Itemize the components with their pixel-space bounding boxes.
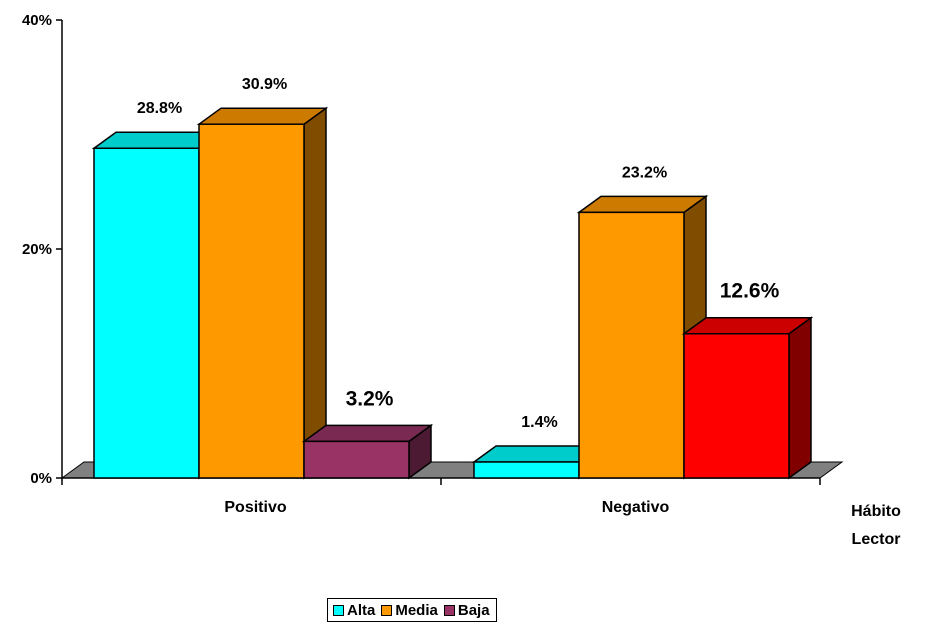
y-tick-label: 40% [22,12,52,29]
data-label: 28.8% [137,100,182,117]
x-axis-title: Hábito Lector [851,503,901,548]
x-tick-label: Positivo [224,499,286,516]
legend-item-baja: Baja [443,601,490,619]
bar-front [683,332,790,479]
bar-top [576,195,709,214]
bar-positivo-baja [301,423,434,480]
legend: Alta Media Baja [327,598,497,622]
legend-label-baja: Baja [457,601,490,619]
bar-positivo-media [196,106,329,480]
y-tick-label: 0% [30,470,52,487]
bar-top [681,316,814,335]
bar-negativo-baja [681,316,814,480]
data-label: 1.4% [521,414,557,431]
legend-label-media: Media [395,601,438,619]
bar-top [196,107,329,125]
bar-side [788,316,812,480]
data-label: 12.6% [720,280,780,303]
legend-item-media: Media [381,602,438,619]
bar-front [578,211,685,479]
x-tick-label: Negativo [602,499,670,516]
legend-swatch-baja [443,604,455,616]
legend-item-alta: Alta [333,602,375,619]
bar-front [198,123,305,479]
y-tick-label: 20% [22,241,52,258]
bar-front [93,147,200,479]
legend-label-alta: Alta [347,601,376,619]
data-label: 23.2% [622,164,667,181]
data-label: 3.2% [346,387,394,410]
bar-top [301,424,434,443]
legend-swatch-alta [333,604,344,616]
bar-front [303,440,410,479]
bar-side [303,106,327,480]
legend-swatch-media [381,604,393,616]
data-label: 30.9% [242,76,287,93]
bar-front [473,461,580,479]
